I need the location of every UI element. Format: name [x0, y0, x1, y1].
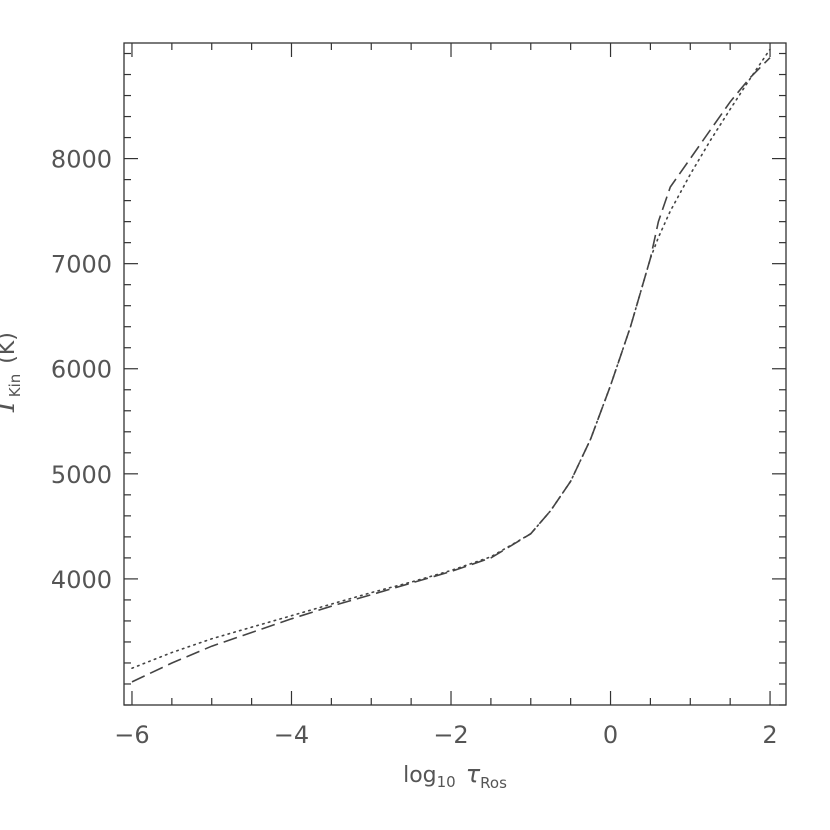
x-axis-label: log10 τRos — [403, 760, 507, 792]
y-tick-label: 6000 — [51, 356, 112, 384]
series-line-dashed — [131, 57, 771, 683]
x-axis-label-symbol-sub: Ros — [480, 774, 507, 792]
y-axis-label: TKin (K) — [0, 332, 24, 416]
x-tick-label: −2 — [433, 721, 468, 749]
x-tick-label: 2 — [762, 721, 777, 749]
x-tick-label: −6 — [114, 721, 149, 749]
y-axis-label-symbol-sub: Kin — [6, 374, 24, 398]
series-line-dotted — [131, 48, 771, 669]
series-layer — [131, 48, 771, 683]
x-axis-label-symbol: τ — [466, 760, 481, 788]
y-tick-label: 8000 — [51, 146, 112, 174]
y-axis-label-unit: (K) — [0, 332, 20, 364]
x-tick-label: −4 — [274, 721, 309, 749]
y-tick-label: 7000 — [51, 251, 112, 279]
y-tick-label: 4000 — [51, 566, 112, 594]
x-axis-label-base: log — [403, 763, 437, 788]
axis-ticks — [124, 43, 786, 706]
plot-frame — [123, 42, 787, 706]
y-tick-label: 5000 — [51, 461, 112, 489]
y-axis-label-symbol: T — [0, 395, 21, 416]
x-tick-label: 0 — [603, 721, 618, 749]
x-axis-label-base-sub: 10 — [437, 773, 456, 791]
axis-tick-labels: −6 −4 −2 0 2 4000 5000 6000 7000 8000 — [51, 146, 778, 749]
